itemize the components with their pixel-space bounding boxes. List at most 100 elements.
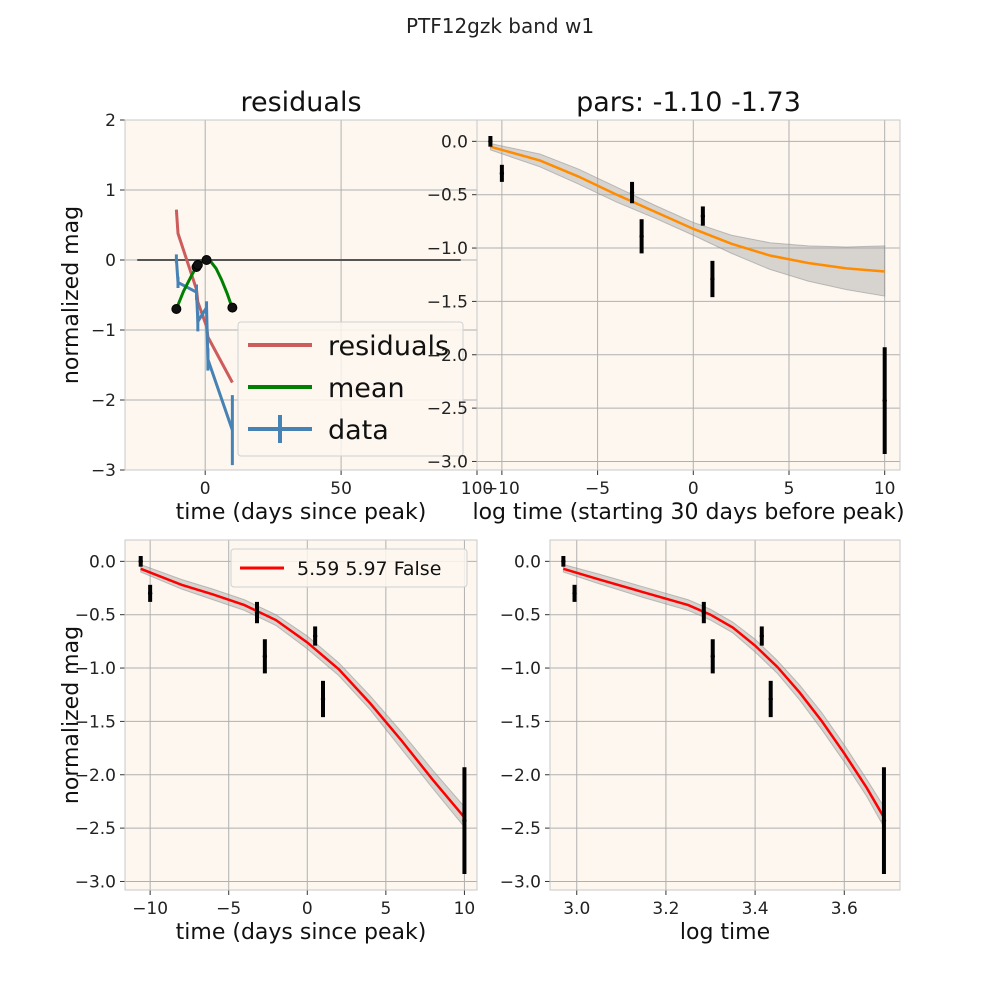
y-tick-label: −1.0 [75, 659, 116, 679]
axes-frame [549, 539, 901, 891]
x-tick-label: −5 [216, 899, 241, 919]
y-tick-label: −2.5 [75, 819, 116, 839]
y-tick-label: −1.5 [500, 712, 541, 732]
axes-background [477, 120, 900, 470]
axes-frame [476, 119, 901, 471]
axes-background [125, 540, 477, 890]
y-tick-label: 2 [105, 111, 116, 131]
legend: residuals mean data [237, 321, 464, 457]
y-axis-label: normalized mag [59, 626, 84, 804]
axes-background [550, 540, 900, 890]
subplot-pars: −10 −5 0 5 10 −3.0 −2.5 −2.0 −1.5 −1.0 −0.5 0.0 pars… [427, 87, 905, 525]
fit-line [140, 567, 466, 819]
data-point [462, 818, 467, 823]
x-tick-label: −10 [484, 479, 520, 499]
data-point [138, 559, 143, 564]
legend-label: data [328, 415, 389, 446]
mean-marker [227, 302, 238, 313]
y-tick-label: −2.0 [500, 766, 541, 786]
data-point [488, 139, 493, 144]
y-tick-label: 1 [105, 181, 116, 201]
x-tick-label: 0 [688, 479, 699, 499]
data-point [700, 213, 706, 219]
plot-area [137, 209, 461, 466]
axes-title: residuals [240, 87, 361, 118]
y-tick-label: −0.5 [500, 606, 541, 626]
data-point [561, 559, 566, 564]
y-tick-label: −0.5 [427, 186, 468, 206]
data-point [639, 234, 644, 239]
data-point [262, 654, 268, 659]
y-tick-label: 0 [105, 251, 116, 271]
data-point [312, 633, 318, 639]
x-tick-label: 0 [302, 899, 313, 919]
y-tick-label: −2.0 [427, 346, 468, 366]
x-tick-label: 5 [380, 899, 391, 919]
mean-marker [201, 255, 212, 265]
data-point [701, 610, 707, 615]
y-tick-label: −1.0 [500, 659, 541, 679]
legend-box [237, 321, 464, 457]
y-tick-label: −1 [91, 321, 116, 341]
y-tick-label: −1.5 [427, 292, 468, 312]
data-point [254, 610, 260, 615]
x-tick-label: 50 [330, 479, 352, 499]
y-tick-label: −3.0 [75, 872, 116, 892]
data-point [710, 654, 715, 659]
legend-label: residuals [328, 331, 449, 362]
x-tick-label: 10 [454, 899, 476, 919]
plot-area [138, 556, 467, 874]
legend-label: mean [328, 373, 405, 404]
y-tick-label: −3 [91, 461, 116, 481]
x-tick-label: 3.2 [652, 899, 679, 919]
x-tick-label: 0 [200, 479, 211, 499]
legend-box [230, 548, 468, 588]
x-tick-label: −5 [585, 479, 610, 499]
data-point [759, 633, 764, 639]
y-tick-label: −3.0 [500, 872, 541, 892]
subplot-residuals: 0 50 100−3−2−1012residualsmeandataresidual… [59, 87, 493, 525]
y-tick-label: 0.0 [441, 132, 468, 152]
plot-area [561, 556, 887, 874]
y-tick-label: −0.5 [75, 606, 116, 626]
mean-marker [192, 259, 203, 270]
x-tick-label: 10 [874, 479, 896, 499]
data-point [768, 696, 773, 702]
y-axis-label: normalized mag [59, 206, 84, 384]
legend: 5.59 5.97 False [230, 548, 468, 588]
y-tick-label: 0.0 [89, 552, 116, 572]
x-tick-label: 3.0 [563, 899, 590, 919]
y-tick-label: −1.5 [75, 712, 116, 732]
data-point [710, 276, 715, 282]
legend-label: 5.59 5.97 False [297, 558, 441, 580]
data-point [499, 171, 505, 176]
data-point [572, 591, 577, 596]
data-point [320, 696, 326, 702]
subplot-time: −10 −5 0 5 10 −3.0 −2.5 −2.0 −1.5 −1.0 −0.5 0.0 5.59… [59, 539, 478, 945]
mean-marker [171, 304, 182, 314]
axes-frame [124, 539, 478, 891]
fit-line [563, 567, 886, 819]
data-point [882, 398, 887, 403]
x-axis-label: log time (starting 30 days before peak) [472, 500, 904, 525]
x-tick-label: −10 [132, 899, 168, 919]
y-tick-label: −2.5 [500, 819, 541, 839]
x-axis-label: log time [680, 920, 770, 945]
data-point [629, 190, 635, 195]
x-axis-label: time (days since peak) [176, 500, 427, 525]
data-point [881, 818, 887, 823]
x-tick-label: 3.6 [831, 899, 858, 919]
figure-suptitle: PTF12gzk band w1 [405, 14, 595, 38]
x-tick-label: 3.4 [742, 899, 769, 919]
x-tick-label: 100 [461, 479, 493, 499]
y-tick-label: 0.0 [514, 552, 541, 572]
subplot-logtime: 3.0 3.2 3.4 3.6 −3.0 −2.5 −2.0 −1.5 −1.0 −0.5 0.0 l… [500, 539, 901, 945]
x-axis-label: time (days since peak) [176, 920, 427, 945]
x-tick-label: 5 [784, 479, 795, 499]
y-tick-label: −1.0 [427, 239, 468, 259]
y-tick-label: −3.0 [427, 452, 468, 472]
plot-area [488, 136, 887, 454]
y-tick-label: −2.0 [75, 766, 116, 786]
axes-title: pars: -1.10 -1.73 [576, 87, 801, 118]
